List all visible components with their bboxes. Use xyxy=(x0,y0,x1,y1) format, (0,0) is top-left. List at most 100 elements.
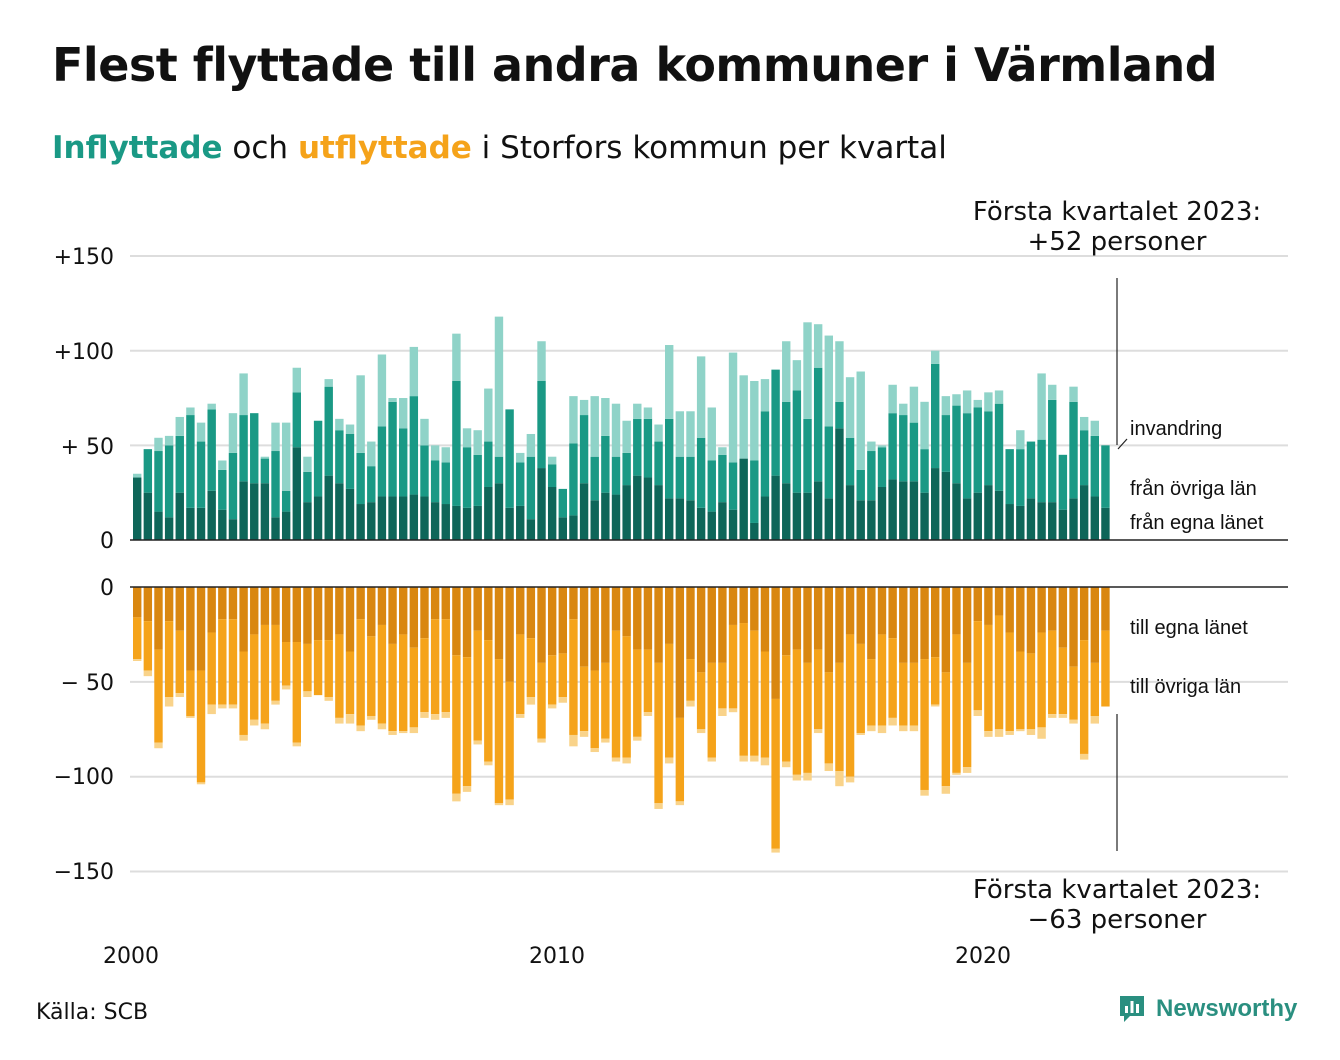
bar-segment-fran-ovriga-lan xyxy=(409,396,419,495)
bar-segment-till-egna-lanet xyxy=(494,587,504,660)
subtitle-inflyttade: Inflyttade xyxy=(52,130,223,166)
bar-segment-fran-egna-lanet xyxy=(430,502,440,540)
bar-segment-fran-egna-lanet xyxy=(239,481,248,540)
bar-segment-fran-ovriga-lan xyxy=(590,456,599,501)
bar-segment-till-ovriga-lan xyxy=(1005,632,1014,732)
bar-segment-utvandring xyxy=(941,786,951,794)
bar-segment-till-ovriga-lan xyxy=(888,638,897,718)
bar-segment-fran-ovriga-lan xyxy=(430,460,440,503)
chart-subtitle: Inflyttade och utflyttade i Storfors kom… xyxy=(52,130,947,166)
bar-segment-invandring xyxy=(590,396,599,457)
bar-segment-invandring xyxy=(494,316,504,457)
bar-segment-utvandring xyxy=(335,717,344,724)
bar-segment-till-ovriga-lan xyxy=(420,638,429,713)
bar-segment-fran-ovriga-lan xyxy=(696,437,706,508)
bar-segment-invandring xyxy=(399,398,408,429)
bar-segment-till-egna-lanet xyxy=(611,587,621,631)
bar-segment-invandring xyxy=(356,375,365,453)
bar-segment-fran-egna-lanet xyxy=(324,475,333,540)
bar-segment-utvandring xyxy=(516,714,525,718)
bar-segment-fran-egna-lanet xyxy=(824,498,833,540)
bar-segment-fran-ovriga-lan xyxy=(569,443,578,516)
bar-segment-invandring xyxy=(920,401,929,450)
bar-segment-fran-egna-lanet xyxy=(696,507,706,540)
bar-segment-fran-egna-lanet xyxy=(909,481,919,540)
bar-segment-till-ovriga-lan xyxy=(186,670,195,716)
bar-segment-invandring xyxy=(952,394,961,406)
bar-segment-fran-ovriga-lan xyxy=(558,488,567,518)
bar-segment-till-egna-lanet xyxy=(888,587,897,639)
bar-segment-fran-egna-lanet xyxy=(558,517,567,540)
bar-segment-utvandring xyxy=(430,714,440,720)
bar-segment-till-egna-lanet xyxy=(569,587,578,620)
x-tick-label: 2010 xyxy=(529,944,585,969)
bar-segment-fran-egna-lanet xyxy=(973,492,982,541)
bar-segment-till-egna-lanet xyxy=(665,587,674,644)
bar-segment-fran-ovriga-lan xyxy=(845,437,855,486)
bar-segment-invandring xyxy=(899,403,908,416)
bar-segment-fran-egna-lanet xyxy=(164,517,174,540)
bar-segment-fran-egna-lanet xyxy=(367,502,376,540)
newsworthy-logo-icon xyxy=(1120,996,1144,1022)
bar-segment-till-egna-lanet xyxy=(526,587,536,639)
bar-segment-till-egna-lanet xyxy=(462,587,472,658)
bar-segment-fran-ovriga-lan xyxy=(1005,449,1014,505)
bar-segment-utvandring xyxy=(728,708,738,713)
bar-segment-utvandring xyxy=(696,729,706,734)
bar-segment-fran-egna-lanet xyxy=(643,477,653,540)
bar-segment-fran-egna-lanet xyxy=(271,517,280,540)
bar-segment-invandring xyxy=(696,356,706,438)
bar-segment-till-ovriga-lan xyxy=(994,615,1004,730)
bar-segment-fran-egna-lanet xyxy=(1058,509,1068,540)
bar-segment-till-egna-lanet xyxy=(377,587,387,625)
bar-segment-invandring xyxy=(643,407,653,419)
bar-segment-till-ovriga-lan xyxy=(303,643,312,692)
bar-segment-till-ovriga-lan xyxy=(409,647,419,728)
bar-segment-fran-ovriga-lan xyxy=(771,369,780,476)
bar-segment-fran-egna-lanet xyxy=(260,483,270,540)
bar-segment-till-ovriga-lan xyxy=(675,717,685,802)
bar-segment-fran-ovriga-lan xyxy=(260,458,270,484)
bar-segment-utvandring xyxy=(324,697,333,701)
bar-segment-fran-egna-lanet xyxy=(952,483,961,540)
bar-segment-fran-ovriga-lan xyxy=(484,441,493,487)
bar-segment-invandring xyxy=(835,341,844,402)
bar-segment-fran-egna-lanet xyxy=(1079,485,1089,540)
bar-segment-fran-ovriga-lan xyxy=(962,413,972,499)
bar-segment-fran-ovriga-lan xyxy=(388,401,397,497)
bar-segment-utvandring xyxy=(303,691,312,698)
bar-segment-fran-ovriga-lan xyxy=(750,460,759,523)
bar-segment-utvandring xyxy=(452,793,461,802)
bar-segment-fran-ovriga-lan xyxy=(516,462,525,506)
bar-segment-till-egna-lanet xyxy=(356,587,365,620)
bar-segment-till-egna-lanet xyxy=(1069,587,1078,667)
bar-segment-fran-ovriga-lan xyxy=(643,418,653,478)
bar-segment-till-ovriga-lan xyxy=(313,640,323,696)
bar-segment-till-egna-lanet xyxy=(452,587,461,656)
bar-segment-utvandring xyxy=(909,725,919,732)
y-tick-label: + 50 xyxy=(61,435,114,460)
bar-segment-fran-egna-lanet xyxy=(388,496,397,540)
bar-segment-fran-egna-lanet xyxy=(154,511,163,540)
bar-segment-fran-ovriga-lan xyxy=(909,422,919,482)
bar-segment-till-egna-lanet xyxy=(760,587,770,652)
bar-segment-fran-ovriga-lan xyxy=(537,380,546,469)
bar-segment-till-ovriga-lan xyxy=(516,634,525,715)
bar-segment-till-egna-lanet xyxy=(1026,587,1036,654)
bar-segment-till-egna-lanet xyxy=(281,587,291,643)
bar-segment-utvandring xyxy=(164,697,174,707)
bar-segment-fran-egna-lanet xyxy=(1037,502,1046,540)
bar-segment-invandring xyxy=(1037,373,1046,440)
bar-segment-till-ovriga-lan xyxy=(707,662,716,758)
bar-segment-fran-ovriga-lan xyxy=(654,441,663,486)
bar-segment-invandring xyxy=(175,416,184,436)
bar-segment-utvandring xyxy=(133,659,142,661)
bar-segment-fran-ovriga-lan xyxy=(782,401,791,484)
bar-segment-fran-ovriga-lan xyxy=(803,418,812,493)
bar-segment-utvandring xyxy=(931,704,940,707)
bar-segment-till-egna-lanet xyxy=(750,587,759,631)
bar-segment-utvandring xyxy=(218,704,227,709)
bar-segment-invandring xyxy=(218,460,227,470)
bar-segment-till-ovriga-lan xyxy=(569,619,578,735)
bar-segment-utvandring xyxy=(1026,729,1036,735)
